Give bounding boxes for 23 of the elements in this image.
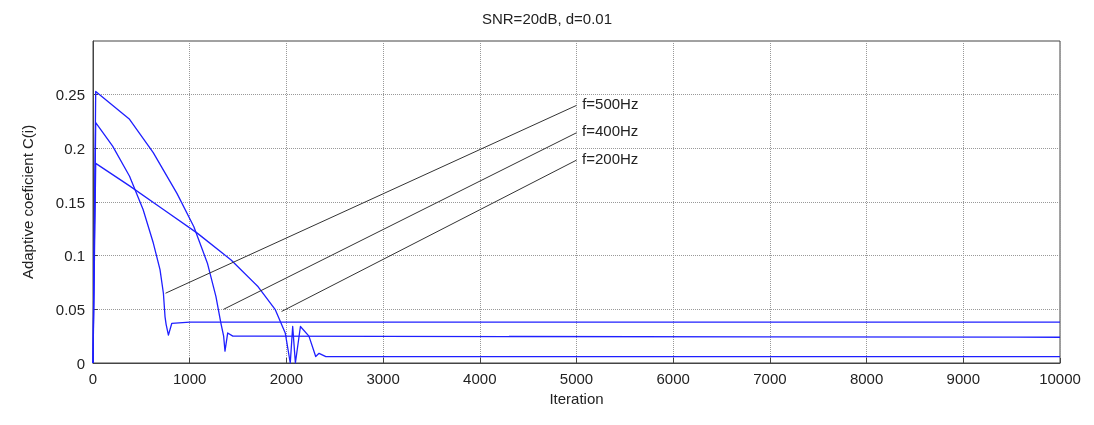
y-tick-label: 0.05 [55, 300, 85, 318]
y-axis-title: Adaptive coeficient C(i) [19, 124, 36, 280]
x-tick-label: 5000 [559, 370, 594, 387]
annotation: f=500Hz [582, 95, 639, 113]
x-tick-label: 0 [88, 370, 98, 387]
chart-title: SNR=20dB, d=0.01 [481, 10, 613, 27]
y-tick-label: 0 [76, 354, 85, 372]
x-tick-label: 8000 [849, 370, 884, 387]
x-tick-label: 6000 [656, 370, 690, 387]
x-tick-label: 9000 [946, 370, 980, 387]
annotation: f=200Hz [582, 149, 639, 167]
x-tick-label: 3000 [366, 370, 400, 387]
y-tick-label: 0.15 [55, 193, 85, 211]
y-tick-label: 0.2 [64, 139, 85, 157]
x-tick-label: 7000 [753, 370, 787, 387]
y-tick-label: 0.1 [64, 247, 85, 265]
x-tick-label: 10000 [1039, 370, 1081, 387]
x-axis-title: Iteration [549, 389, 604, 407]
x-tick-label: 1000 [173, 370, 207, 387]
x-tick-label: 2000 [269, 370, 304, 387]
y-tick-label: 0.25 [55, 86, 85, 104]
annotation: f=400Hz [582, 122, 639, 140]
x-tick-label: 4000 [463, 370, 497, 387]
